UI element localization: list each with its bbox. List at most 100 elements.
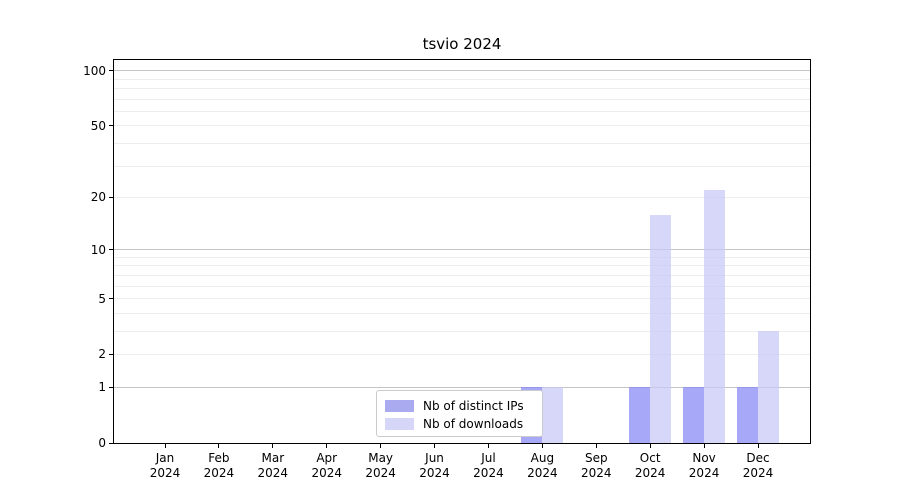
gridline-major [114,70,810,72]
y-tick-label: 50 [90,118,106,133]
x-tick-label: Apr 2024 [297,451,357,481]
legend-entry-distinct-ips: Nb of distinct IPs [385,397,534,415]
month-label: Oct [639,451,661,465]
x-axis-tick [757,443,759,448]
x-axis-tick [380,443,382,448]
year-label: 2024 [365,466,396,480]
month-label: Jul [481,451,496,465]
year-label: 2024 [634,466,666,480]
x-axis-tick [703,443,705,448]
legend-entry-downloads: Nb of downloads [385,415,534,433]
bar-downloads-oct [650,214,672,443]
legend-label-distinct-ips: Nb of distinct IPs [423,399,524,413]
legend-swatch-distinct-ips [385,400,414,412]
x-tick-label: Jul 2024 [458,451,518,481]
y-tick-label: 0 [98,436,106,450]
y-axis-tick [109,353,113,355]
y-tick-label: 20 [90,190,106,205]
month-label: Apr [316,451,338,465]
bar-distinct-ips-nov [683,387,705,443]
year-label: 2024 [473,466,504,480]
year-label: 2024 [149,466,181,480]
month-label: Sep [584,451,608,465]
bar-distinct-ips-oct [629,387,651,443]
chart-title: tsvio 2024 [422,35,502,53]
gridline-minor [114,88,810,90]
gridline-minor [114,143,810,145]
bar-downloads-nov [704,190,726,443]
x-tick-label: Nov 2024 [674,451,734,481]
gridline-minor [114,298,810,299]
year-label: 2024 [580,466,612,480]
gridline-minor [114,165,810,167]
x-tick-label: Oct 2024 [620,451,680,481]
gridline-minor [114,125,810,127]
x-axis-tick [487,443,489,448]
gridline-major [114,386,810,388]
y-axis-tick [109,70,113,72]
legend-swatch-downloads [385,418,414,430]
year-label: 2024 [688,466,720,480]
plot-area: 0 1 2 5 10 20 50 100 Jan 2024 Feb 2024 Mar 2024 Apr 202… [83,59,811,480]
y-axis-tick [109,249,113,251]
year-label: 2024 [257,466,289,480]
x-axis-tick [541,443,543,448]
x-axis-tick [595,443,597,448]
gridline-minor [114,256,810,258]
legend-label-downloads: Nb of downloads [423,417,524,431]
bar-downloads-dec [758,331,779,443]
y-tick-label: 10 [90,242,106,257]
month-label: Mar [261,451,285,465]
gridline-major [114,249,810,251]
year-label: 2024 [419,466,450,480]
month-label: Dec [746,451,770,465]
x-tick-label: Feb 2024 [189,451,249,481]
x-axis-tick [272,443,274,448]
y-axis-tick [109,125,113,127]
gridline-minor [114,196,810,198]
gridline-minor [114,312,810,314]
year-label: 2024 [311,466,342,480]
y-tick-label: 2 [98,347,106,362]
x-tick-label: Dec 2024 [728,451,788,481]
x-axis-tick [649,443,651,448]
x-tick-label: May 2024 [351,451,411,481]
x-tick-label: Aug 2024 [512,451,572,481]
gridline-minor [114,78,810,80]
y-axis-tick [109,298,113,299]
month-label: Jun [425,451,444,465]
x-tick-label: Jun 2024 [405,451,465,481]
month-label: May [368,451,394,465]
month-label: Feb [208,451,230,465]
y-axis-tick [109,196,113,198]
gridline-minor [114,110,810,112]
x-axis-tick [218,443,220,448]
y-tick-label: 100 [83,63,106,78]
y-axis-tick [109,386,113,388]
gridline-minor [114,98,810,100]
x-tick-label: Jan 2024 [135,451,195,481]
bar-distinct-ips-dec [737,387,758,443]
bar-downloads-aug [542,387,564,443]
x-axis-tick [326,443,328,448]
x-tick-label: Sep 2024 [566,451,626,481]
x-axis-tick [164,443,166,448]
x-tick-label: Mar 2024 [243,451,303,481]
year-label: 2024 [203,466,235,480]
year-label: 2024 [527,466,558,480]
y-tick-label: 5 [98,291,106,306]
gridline-minor [114,274,810,276]
gridline-minor [114,330,810,332]
gridline-minor [114,353,810,355]
month-label: Jan [155,451,175,465]
y-tick-label: 1 [98,380,106,395]
gridline-minor [114,285,810,287]
month-label: Aug [530,451,555,465]
legend: Nb of distinct IPs Nb of downloads [376,390,543,437]
month-label: Nov [692,451,716,465]
year-label: 2024 [742,466,774,480]
x-axis-tick [434,443,436,448]
y-axis-tick [109,442,113,444]
gridline-minor [114,265,810,267]
